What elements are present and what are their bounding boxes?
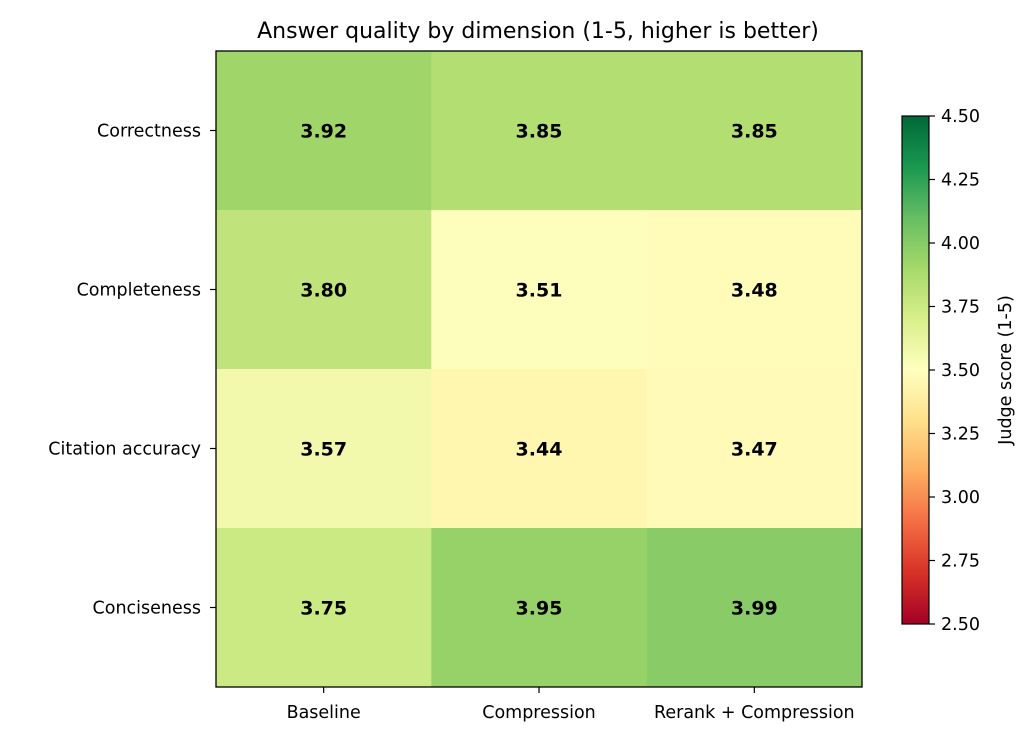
heatmap-cell (216, 51, 432, 211)
cell-value-label: 3.57 (300, 439, 347, 461)
cell-value-label: 3.44 (516, 439, 563, 461)
cell-value-label: 3.92 (300, 121, 347, 143)
y-tick-label: Conciseness (93, 599, 201, 619)
heatmap-cell (431, 528, 648, 688)
y-tick-label: Completeness (77, 281, 201, 301)
colorbar-label: Judge score (1-5) (996, 295, 1016, 446)
x-tick-label: Baseline (287, 703, 361, 723)
heatmap-cell (646, 528, 863, 688)
heatmap-cell (216, 369, 432, 529)
colorbar-tick-label: 4.50 (941, 107, 980, 127)
heatmap-cell (216, 210, 432, 370)
cell-value-label: 3.47 (731, 439, 778, 461)
y-tick-label: Correctness (97, 122, 201, 142)
heatmap-cells: 3.92 3.85 3.85 3.80 3.51 3.48 3.57 3.44 3.47 3.75… (216, 51, 863, 688)
y-axis: Correctness Completeness Citation accuracy… (48, 122, 216, 619)
cell-value-label: 3.48 (731, 280, 778, 302)
colorbar-axis: 2.50 2.75 3.00 3.25 3.50 3.75 4.00 4.25 4.50 (929, 107, 980, 635)
colorbar-tick-label: 4.00 (941, 234, 980, 254)
colorbar (901, 115, 930, 625)
heatmap-cell (646, 210, 863, 370)
colorbar-tick-label: 3.00 (941, 488, 980, 508)
cell-value-label: 3.99 (731, 598, 778, 620)
heatmap-cell (431, 51, 648, 211)
y-tick-label: Citation accuracy (48, 440, 201, 460)
colorbar-tick-label: 3.75 (941, 298, 980, 318)
heatmap-cell (431, 369, 648, 529)
cell-value-label: 3.51 (516, 280, 563, 302)
colorbar-tick-label: 3.50 (941, 361, 980, 381)
colorbar-tick-label: 4.25 (941, 171, 980, 191)
colorbar-tick-label: 2.75 (941, 552, 980, 572)
cell-value-label: 3.75 (300, 598, 347, 620)
heatmap-cell (216, 528, 432, 688)
colorbar-tick-label: 3.25 (941, 425, 980, 445)
cell-value-label: 3.85 (516, 121, 563, 143)
heatmap-cell (646, 51, 863, 211)
heatmap-cell (431, 210, 648, 370)
heatmap-cell (646, 369, 863, 529)
x-axis: Baseline Compression Rerank + Compression (287, 687, 855, 723)
x-tick-label: Compression (482, 703, 596, 723)
cell-value-label: 3.85 (731, 121, 778, 143)
colorbar-tick-label: 2.50 (941, 615, 980, 635)
cell-value-label: 3.80 (300, 280, 347, 302)
chart-title: Answer quality by dimension (1-5, higher… (257, 19, 819, 44)
x-tick-label: Rerank + Compression (654, 703, 855, 723)
cell-value-label: 3.95 (516, 598, 563, 620)
